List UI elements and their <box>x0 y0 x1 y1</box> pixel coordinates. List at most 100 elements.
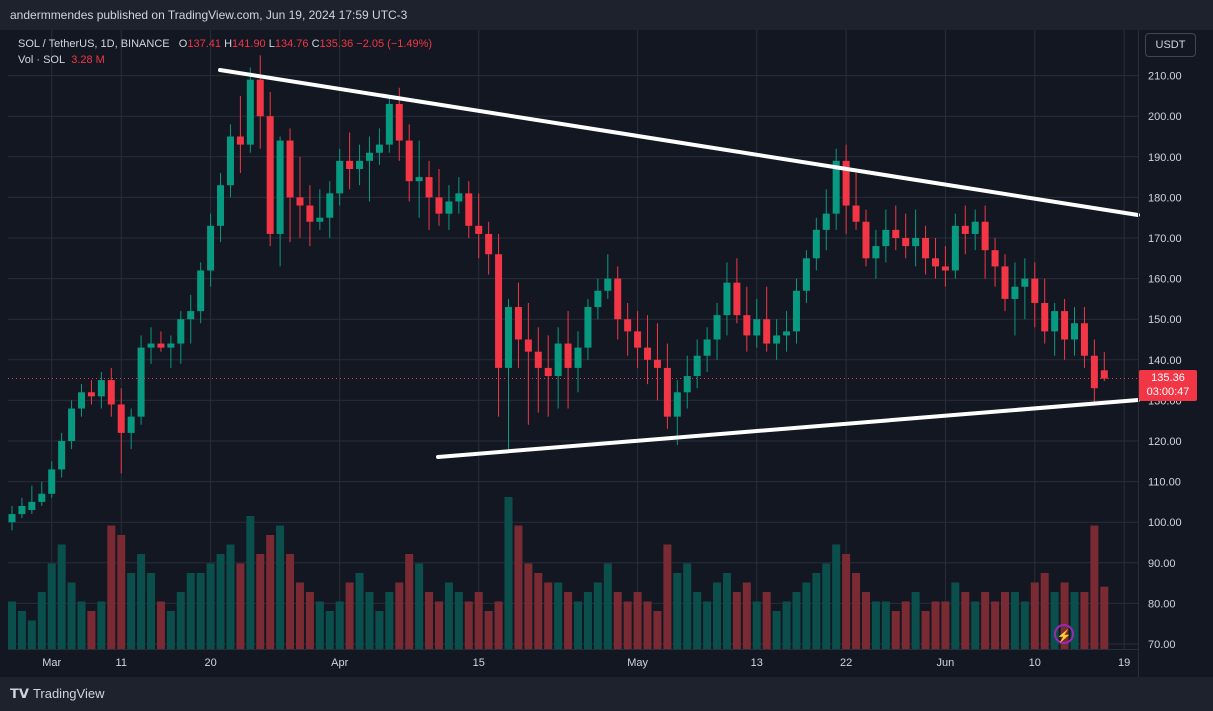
currency-button[interactable]: USDT <box>1145 33 1196 57</box>
volume-bar <box>931 601 940 649</box>
low-value: 134.76 <box>274 38 309 50</box>
lightning-icon[interactable]: ⚡ <box>1054 624 1074 644</box>
candle-body <box>326 193 334 218</box>
volume-bar <box>206 563 215 649</box>
volume-bar <box>673 573 682 649</box>
candle-body <box>286 140 294 198</box>
volume-bar <box>137 554 146 649</box>
tradingview-logo[interactable]: 𝗧𝗩 TradingView <box>10 686 104 702</box>
candle-body <box>207 225 215 271</box>
volume-bar <box>494 601 503 649</box>
volume-bar <box>385 592 394 649</box>
candle-body <box>564 343 572 368</box>
volume-bar <box>345 582 354 649</box>
price-tick-label: 100.00 <box>1148 517 1182 529</box>
candle-body <box>415 177 423 182</box>
volume-bar <box>871 601 880 649</box>
candle-body <box>1080 323 1088 356</box>
volume-bar <box>1090 525 1099 649</box>
volume-bar <box>901 601 910 649</box>
candle-body <box>217 185 225 226</box>
time-tick-label: 19 <box>1118 657 1130 669</box>
candle-body <box>1021 278 1029 287</box>
lower-trendline[interactable] <box>436 398 1140 459</box>
candle-body <box>902 238 910 247</box>
candle-body <box>614 278 622 320</box>
volume-bar <box>981 592 990 649</box>
volume-bar <box>295 582 304 649</box>
time-tick-label: 22 <box>840 657 852 669</box>
volume-bar <box>732 592 741 649</box>
volume-bar <box>1100 586 1109 649</box>
volume-bar <box>881 601 890 649</box>
volume-bar <box>335 601 344 649</box>
price-tick-label: 140.00 <box>1148 355 1182 367</box>
volume-bar <box>276 525 285 649</box>
price-tick-label: 120.00 <box>1148 436 1182 448</box>
volume-bar <box>57 544 66 649</box>
candle-body <box>792 290 800 332</box>
candle-body <box>455 193 463 202</box>
candle-body <box>1001 266 1009 299</box>
candle-body <box>266 116 274 234</box>
price-tick-label: 90.00 <box>1148 558 1176 570</box>
price-tick-label: 170.00 <box>1148 233 1182 245</box>
current-price-tag: 135.36 03:00:47 <box>1139 370 1197 401</box>
volume-bar <box>633 592 642 649</box>
candle-body <box>912 238 920 247</box>
upper-trendline[interactable] <box>218 68 1140 217</box>
ohlc-row: SOL / TetherUS, 1D, BINANCE O137.41 H141… <box>18 36 432 52</box>
candle-body <box>68 408 76 441</box>
candle-body <box>296 197 304 206</box>
volume-bar <box>812 573 821 649</box>
volume-bar <box>564 592 573 649</box>
candle-body <box>8 514 16 523</box>
volume-label[interactable]: Vol · SOL <box>18 54 66 66</box>
volume-bar <box>782 601 791 649</box>
volume-bar <box>792 592 801 649</box>
publisher-bar: andermmendes published on TradingView.co… <box>0 0 1213 30</box>
volume-bar <box>842 554 851 649</box>
candle-body <box>365 152 373 161</box>
time-tick-label: 13 <box>751 657 763 669</box>
price-tick-label: 110.00 <box>1148 477 1181 489</box>
volume-bar <box>822 563 831 649</box>
volume-bar <box>891 611 900 649</box>
candle-body <box>922 238 930 259</box>
candle-body <box>58 441 66 470</box>
candle-body <box>574 347 582 368</box>
candle-body <box>117 404 125 433</box>
volume-bar <box>266 535 275 649</box>
volume-bar <box>762 592 771 649</box>
candle-body <box>197 270 205 312</box>
candle-body <box>306 205 314 222</box>
candle-body <box>812 229 820 259</box>
candle-body <box>981 221 989 251</box>
volume-bar <box>722 573 731 649</box>
close-value: 135.36 <box>319 38 354 50</box>
volume-bar <box>395 582 404 649</box>
volume-bar <box>464 601 473 649</box>
candle-body <box>38 493 46 502</box>
candle-body <box>634 331 642 348</box>
candle-body <box>872 246 880 259</box>
volume-bar <box>166 611 175 649</box>
volume-bar <box>643 601 652 649</box>
time-tick-label: Apr <box>331 657 348 669</box>
candle-body <box>653 359 661 368</box>
footer-bar: 𝗧𝗩 TradingView <box>0 677 1213 711</box>
candle-body <box>951 225 959 271</box>
volume-bar <box>186 573 195 649</box>
candle-body <box>336 160 344 194</box>
candle-body <box>505 307 512 368</box>
high-label: H <box>224 38 233 50</box>
candle-body <box>246 79 254 145</box>
volume-bar <box>504 497 513 649</box>
symbol-label[interactable]: SOL / TetherUS, 1D, BINANCE <box>18 38 170 50</box>
brand-name: TradingView <box>32 686 105 701</box>
candle-body <box>773 335 781 344</box>
candle-body <box>157 343 165 348</box>
candle-body <box>87 392 95 397</box>
change-value: −2.05 (−1.49%) <box>356 38 433 50</box>
